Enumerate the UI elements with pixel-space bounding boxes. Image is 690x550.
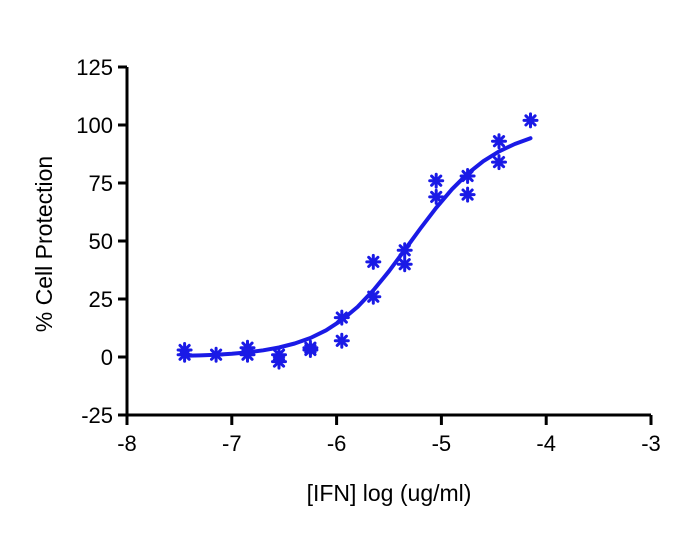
x-tick-label: -6 bbox=[327, 431, 347, 456]
data-point bbox=[396, 256, 413, 273]
data-point bbox=[491, 133, 507, 150]
data-point bbox=[459, 168, 476, 184]
data-point bbox=[396, 242, 413, 259]
data-point-stroke bbox=[430, 190, 443, 203]
data-point-stroke bbox=[335, 334, 348, 347]
y-tick-label: 125 bbox=[76, 55, 113, 80]
axes: -25 0 25 50 75 100 125 -8 -7 -6 -5 -4 -3 bbox=[76, 55, 661, 456]
x-tick-label: -5 bbox=[432, 431, 452, 456]
data-point-stroke bbox=[178, 348, 191, 361]
data-point-stroke bbox=[398, 244, 411, 257]
y-tick-label: -25 bbox=[81, 403, 113, 428]
data-point-stroke bbox=[430, 174, 443, 187]
data-point-stroke bbox=[461, 188, 474, 201]
x-tick-label: -7 bbox=[222, 431, 242, 456]
data-point bbox=[365, 253, 382, 270]
data-point bbox=[239, 346, 256, 363]
data-point-stroke bbox=[304, 343, 317, 357]
y-tick-label: 50 bbox=[89, 229, 113, 254]
data-point-stroke bbox=[367, 290, 380, 303]
data-point bbox=[522, 112, 539, 129]
y-axis-title: % Cell Protection bbox=[31, 156, 57, 332]
x-tick-label: -4 bbox=[536, 431, 556, 456]
data-point-stroke bbox=[524, 114, 537, 127]
data-point-stroke bbox=[272, 355, 286, 368]
x-axis-title: [IFN] log (ug/ml) bbox=[307, 480, 472, 506]
data-point bbox=[428, 172, 445, 189]
plot-area bbox=[176, 112, 539, 370]
x-tick-label: -3 bbox=[641, 431, 661, 456]
data-point-stroke bbox=[210, 348, 223, 361]
data-point bbox=[491, 154, 507, 171]
y-tick-label: 100 bbox=[76, 113, 113, 138]
data-point-stroke bbox=[492, 135, 506, 148]
data-point bbox=[208, 346, 225, 363]
data-point bbox=[333, 332, 350, 349]
data-point-stroke bbox=[367, 255, 380, 268]
data-point-stroke bbox=[398, 258, 411, 271]
data-point-stroke bbox=[241, 348, 254, 361]
x-tick-label: -8 bbox=[117, 431, 137, 456]
y-tick-label: 0 bbox=[101, 345, 113, 370]
data-point-stroke bbox=[335, 311, 348, 324]
data-point bbox=[428, 188, 445, 205]
y-tick-label: 25 bbox=[89, 287, 113, 312]
data-point bbox=[176, 346, 193, 363]
data-point bbox=[302, 342, 319, 358]
y-tick-label: 75 bbox=[89, 171, 113, 196]
fit-curve bbox=[182, 136, 533, 358]
data-point bbox=[459, 186, 476, 203]
data-point bbox=[365, 288, 382, 305]
data-point-stroke bbox=[492, 156, 506, 169]
data-point bbox=[271, 353, 287, 370]
data-point-stroke bbox=[461, 169, 474, 183]
data-point bbox=[333, 309, 350, 326]
